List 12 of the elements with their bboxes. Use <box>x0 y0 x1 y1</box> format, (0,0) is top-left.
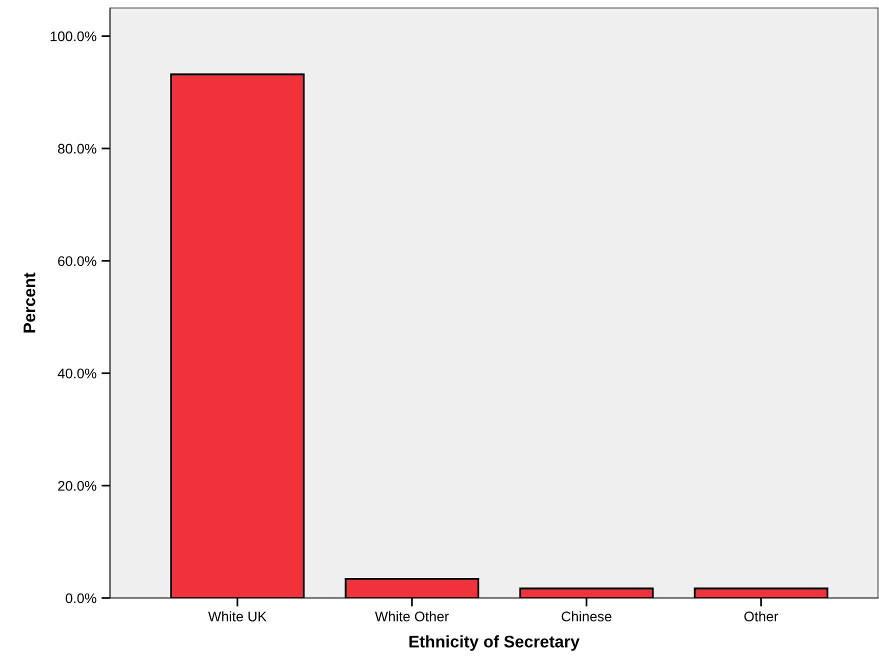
y-axis-title: Percent <box>24 272 36 332</box>
x-tick-label: White UK <box>208 611 267 622</box>
y-tick-label: 100.0% <box>50 31 96 42</box>
x-tick-label: Chinese <box>562 611 612 622</box>
x-tick-label: Other <box>744 611 778 622</box>
x-axis-title: Ethnicity of Secretary <box>409 635 580 651</box>
y-tick-label: 60.0% <box>58 256 96 266</box>
x-tick-label: White Other <box>374 611 449 622</box>
y-tick-label: 80.0% <box>58 144 96 154</box>
y-tick-label: 40.0% <box>58 368 96 378</box>
y-tick-label: 20.0% <box>58 480 96 491</box>
y-tick-label: 0.0% <box>66 593 96 604</box>
